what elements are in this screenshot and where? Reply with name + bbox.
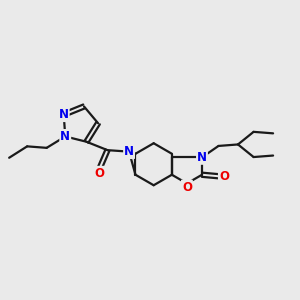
Text: N: N: [124, 145, 134, 158]
Text: N: N: [59, 108, 69, 121]
Text: O: O: [94, 167, 104, 180]
Text: O: O: [182, 181, 192, 194]
Text: N: N: [197, 151, 207, 164]
Text: O: O: [219, 170, 229, 183]
Text: N: N: [60, 130, 70, 143]
